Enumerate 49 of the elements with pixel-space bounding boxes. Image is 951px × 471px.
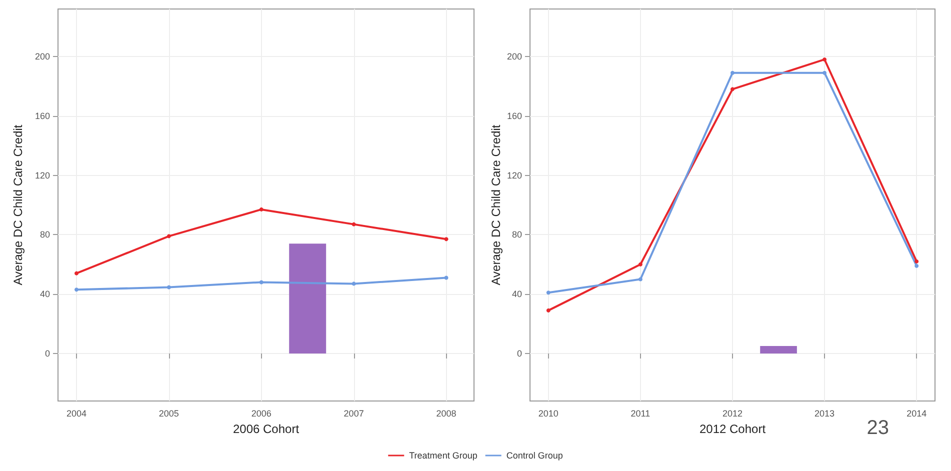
point bbox=[730, 70, 734, 75]
point bbox=[352, 222, 356, 226]
point bbox=[352, 282, 356, 286]
x-tick-label: 2011 bbox=[630, 408, 650, 418]
point bbox=[546, 290, 550, 295]
point bbox=[638, 262, 642, 266]
y-tick-label: 40 bbox=[512, 289, 522, 300]
legend-label: Control Group bbox=[506, 450, 563, 460]
point bbox=[546, 308, 550, 312]
y-tick-label: 200 bbox=[506, 52, 522, 62]
x-tick-label: 2012 bbox=[722, 408, 743, 418]
y-tick-label: 120 bbox=[34, 170, 50, 180]
point bbox=[74, 288, 78, 292]
y-tick-label: 200 bbox=[34, 52, 50, 62]
point bbox=[730, 87, 734, 92]
y-tick-label: 80 bbox=[40, 230, 50, 240]
point bbox=[166, 285, 171, 290]
x-axis-title: 2012 Cohort bbox=[699, 422, 766, 436]
point bbox=[259, 280, 264, 284]
point bbox=[914, 264, 919, 268]
y-tick-label: 40 bbox=[40, 289, 50, 300]
y-tick-label: 0 bbox=[44, 348, 50, 358]
y-tick-label: 0 bbox=[516, 348, 522, 358]
y-tick-label: 80 bbox=[512, 230, 522, 240]
point bbox=[74, 271, 78, 276]
x-tick-label: 2005 bbox=[158, 408, 179, 418]
text: 23 bbox=[866, 417, 890, 439]
point bbox=[638, 277, 642, 282]
point bbox=[914, 259, 919, 264]
point bbox=[444, 276, 448, 280]
x-tick-label: 2007 bbox=[344, 408, 364, 418]
x-tick-label: 2008 bbox=[436, 408, 456, 418]
x-tick-label: 2013 bbox=[814, 408, 835, 418]
y-axis-title: Average DC Child Care Credit bbox=[489, 124, 503, 286]
point bbox=[822, 70, 827, 75]
y-tick-label: 160 bbox=[506, 110, 522, 121]
x-tick-label: 2006 bbox=[251, 408, 272, 418]
x-axis-title: 2006 Cohort bbox=[232, 422, 300, 436]
x-tick-label: 2014 bbox=[906, 408, 927, 418]
point bbox=[822, 57, 827, 62]
x-tick-label: 2010 bbox=[538, 408, 558, 418]
x-tick-label: 2004 bbox=[66, 408, 87, 418]
point bbox=[259, 207, 264, 212]
legend-label: Treatment Group bbox=[409, 450, 478, 460]
point bbox=[444, 237, 448, 242]
y-tick-label: 120 bbox=[506, 170, 522, 180]
y-axis-title: Average DC Child Care Credit bbox=[11, 124, 26, 286]
y-tick-label: 160 bbox=[34, 110, 50, 121]
point bbox=[166, 234, 171, 238]
